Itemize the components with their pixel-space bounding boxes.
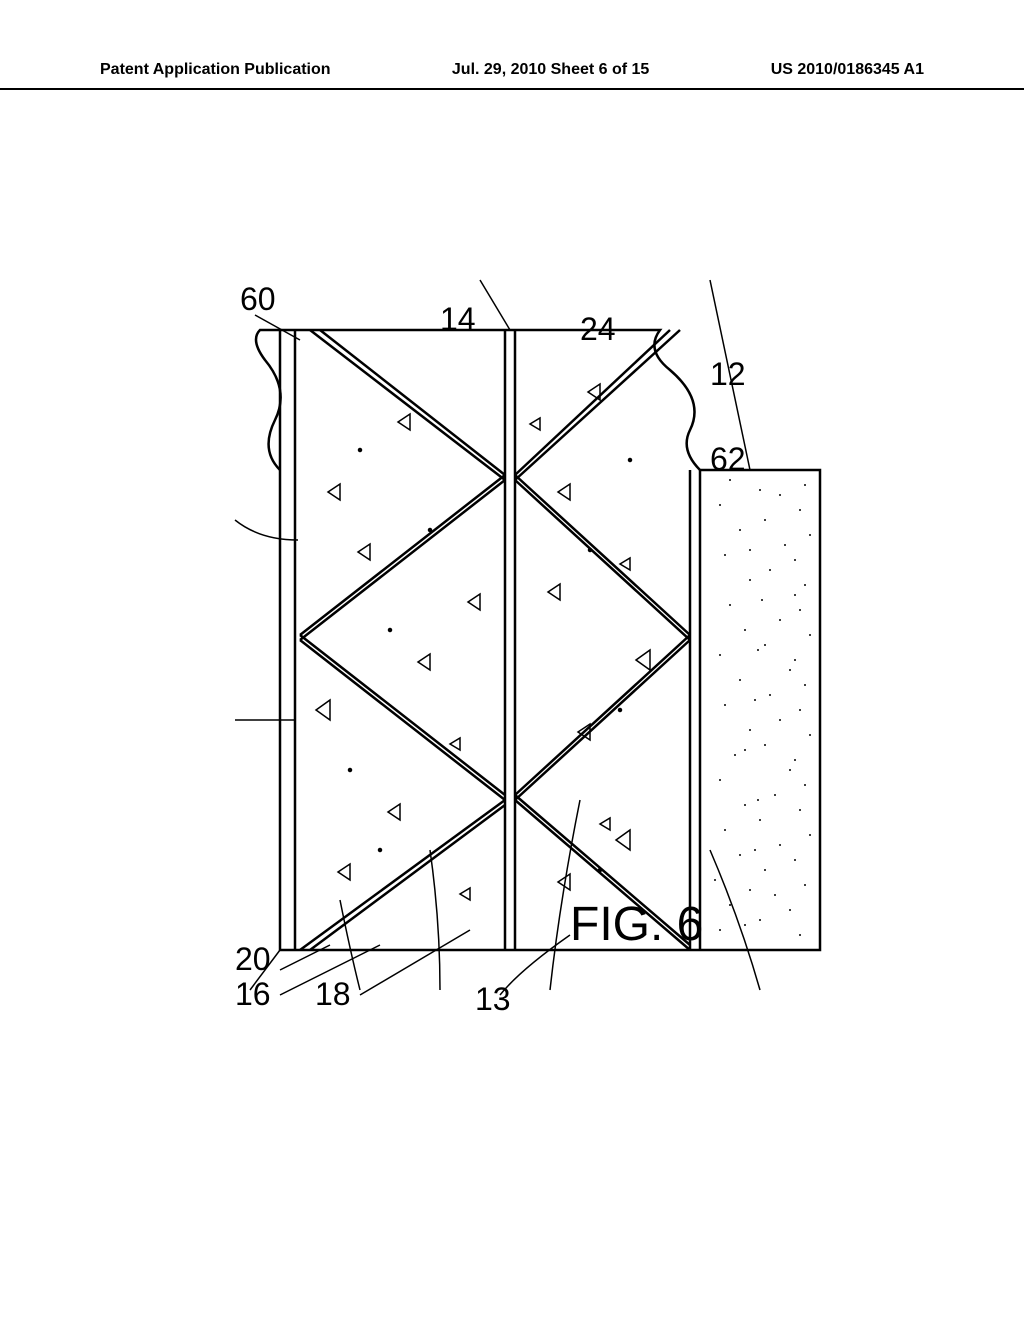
header-center: Jul. 29, 2010 Sheet 6 of 15	[452, 60, 649, 88]
ref-label-14: 14	[440, 301, 476, 337]
ref-label-12: 12	[710, 356, 746, 392]
figure-title: FIG. 6	[570, 898, 703, 951]
ref-label-18: 18	[315, 976, 351, 1012]
header-left: Patent Application Publication	[100, 60, 331, 88]
ref-label-24: 24	[580, 311, 616, 347]
ref-label-13: 13	[475, 981, 511, 1017]
ref-label-16: 16	[235, 976, 271, 1012]
ref-label-20: 20	[235, 941, 271, 977]
patent-figure: 60 14 24 12 62 20 16 18 13 FIG. 6	[150, 250, 850, 1050]
header-right: US 2010/0186345 A1	[771, 60, 924, 88]
ref-label-62: 62	[710, 441, 746, 477]
ref-label-60: 60	[240, 281, 276, 317]
